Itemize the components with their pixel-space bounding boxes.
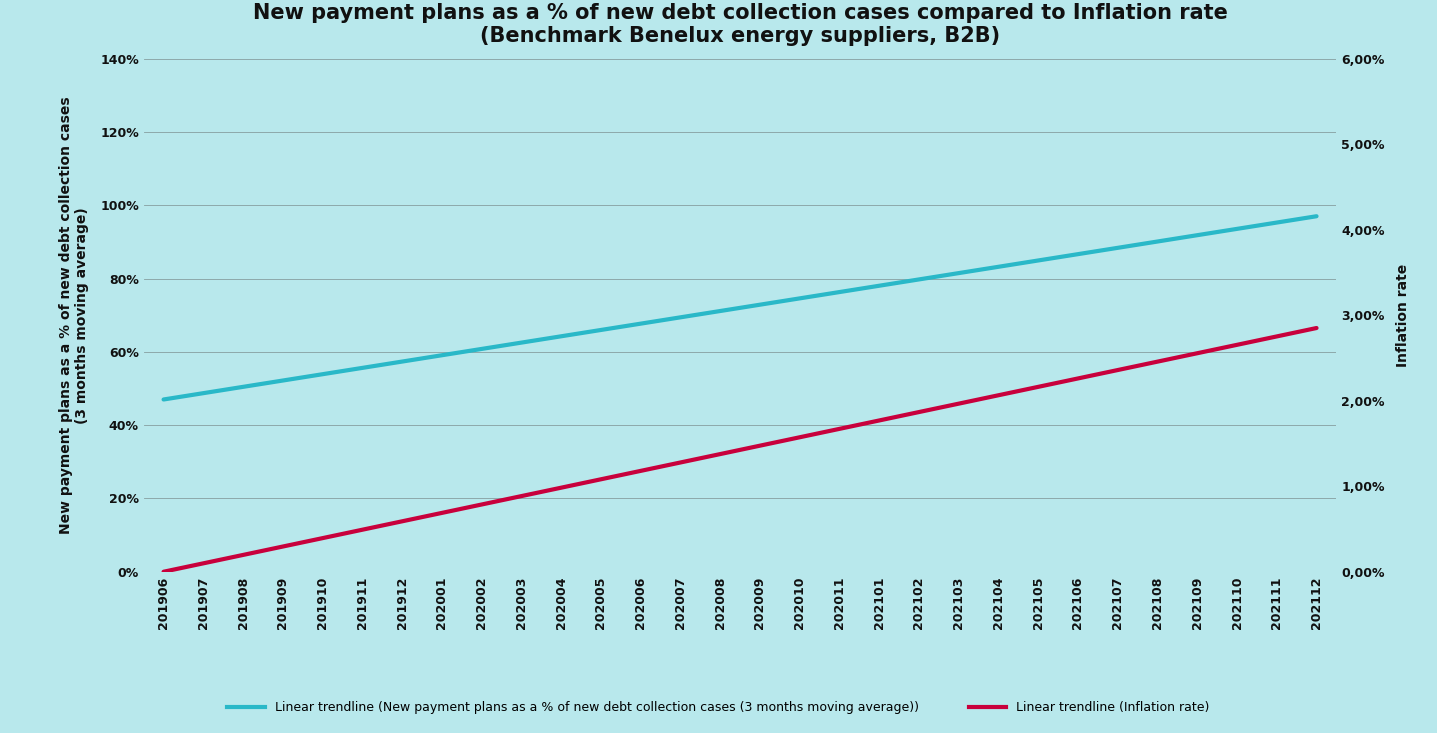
- Linear trendline (Inflation rate): [1150, 357, 1167, 366]
- Linear trendline (New payment plans as a % of new debt collection cases (3 months moving average)): [1069, 250, 1086, 259]
- Linear trendline (New payment plans as a % of new debt collection cases (3 months moving average)): [473, 345, 490, 353]
- Linear trendline (New payment plans as a % of new debt collection cases (3 months moving average)): [155, 395, 172, 404]
- Linear trendline (Inflation rate): [911, 408, 928, 416]
- Linear trendline (New payment plans as a % of new debt collection cases (3 months moving average)): [990, 262, 1007, 271]
- Linear trendline (Inflation rate): [592, 475, 609, 484]
- Linear trendline (Inflation rate): [394, 517, 411, 526]
- Legend: Linear trendline (New payment plans as a % of new debt collection cases (3 month: Linear trendline (New payment plans as a…: [223, 696, 1214, 719]
- Line: Linear trendline (New payment plans as a % of new debt collection cases (3 months moving average)): Linear trendline (New payment plans as a…: [164, 216, 1316, 399]
- Linear trendline (Inflation rate): [950, 399, 967, 408]
- Linear trendline (Inflation rate): [1069, 374, 1086, 383]
- Linear trendline (Inflation rate): [195, 559, 213, 568]
- Linear trendline (Inflation rate): [552, 483, 569, 492]
- Linear trendline (New payment plans as a % of new debt collection cases (3 months moving average)): [195, 388, 213, 397]
- Linear trendline (Inflation rate): [673, 458, 690, 467]
- Linear trendline (New payment plans as a % of new debt collection cases (3 months moving average)): [1150, 237, 1167, 246]
- Linear trendline (Inflation rate): [155, 567, 172, 576]
- Linear trendline (New payment plans as a % of new debt collection cases (3 months moving average)): [513, 338, 530, 347]
- Linear trendline (Inflation rate): [1109, 366, 1127, 375]
- Linear trendline (Inflation rate): [871, 416, 888, 425]
- Linear trendline (New payment plans as a % of new debt collection cases (3 months moving average)): [552, 332, 569, 341]
- Linear trendline (Inflation rate): [473, 500, 490, 509]
- Linear trendline (New payment plans as a % of new debt collection cases (3 months moving average)): [1269, 218, 1286, 227]
- Linear trendline (New payment plans as a % of new debt collection cases (3 months moving average)): [274, 376, 292, 385]
- Linear trendline (Inflation rate): [274, 542, 292, 551]
- Linear trendline (New payment plans as a % of new debt collection cases (3 months moving average)): [592, 325, 609, 334]
- Linear trendline (New payment plans as a % of new debt collection cases (3 months moving average)): [871, 281, 888, 290]
- Linear trendline (New payment plans as a % of new debt collection cases (3 months moving average)): [354, 364, 371, 372]
- Linear trendline (Inflation rate): [1269, 332, 1286, 341]
- Linear trendline (Inflation rate): [632, 466, 650, 475]
- Linear trendline (New payment plans as a % of new debt collection cases (3 months moving average)): [950, 269, 967, 278]
- Linear trendline (New payment plans as a % of new debt collection cases (3 months moving average)): [831, 287, 848, 296]
- Linear trendline (New payment plans as a % of new debt collection cases (3 months moving average)): [632, 320, 650, 328]
- Linear trendline (New payment plans as a % of new debt collection cases (3 months moving average)): [711, 306, 729, 315]
- Linear trendline (New payment plans as a % of new debt collection cases (3 months moving average)): [752, 301, 769, 309]
- Linear trendline (Inflation rate): [234, 550, 251, 559]
- Linear trendline (New payment plans as a % of new debt collection cases (3 months moving average)): [394, 357, 411, 366]
- Linear trendline (Inflation rate): [313, 534, 331, 542]
- Linear trendline (New payment plans as a % of new debt collection cases (3 months moving average)): [1030, 256, 1048, 265]
- Title: New payment plans as a % of new debt collection cases compared to Inflation rate: New payment plans as a % of new debt col…: [253, 3, 1227, 46]
- Linear trendline (Inflation rate): [434, 509, 451, 517]
- Linear trendline (New payment plans as a % of new debt collection cases (3 months moving average)): [313, 370, 331, 379]
- Linear trendline (New payment plans as a % of new debt collection cases (3 months moving average)): [434, 351, 451, 360]
- Linear trendline (Inflation rate): [1229, 340, 1246, 349]
- Linear trendline (Inflation rate): [831, 424, 848, 433]
- Linear trendline (New payment plans as a % of new debt collection cases (3 months moving average)): [234, 383, 251, 391]
- Linear trendline (Inflation rate): [752, 441, 769, 450]
- Linear trendline (New payment plans as a % of new debt collection cases (3 months moving average)): [1308, 212, 1325, 221]
- Linear trendline (Inflation rate): [1030, 383, 1048, 391]
- Linear trendline (Inflation rate): [1188, 349, 1206, 358]
- Linear trendline (Inflation rate): [990, 391, 1007, 399]
- Linear trendline (Inflation rate): [354, 526, 371, 534]
- Linear trendline (New payment plans as a % of new debt collection cases (3 months moving average)): [790, 294, 808, 303]
- Linear trendline (New payment plans as a % of new debt collection cases (3 months moving average)): [673, 313, 690, 322]
- Linear trendline (Inflation rate): [711, 449, 729, 458]
- Linear trendline (New payment plans as a % of new debt collection cases (3 months moving average)): [911, 275, 928, 284]
- Linear trendline (Inflation rate): [513, 492, 530, 501]
- Linear trendline (New payment plans as a % of new debt collection cases (3 months moving average)): [1188, 231, 1206, 240]
- Linear trendline (Inflation rate): [790, 433, 808, 442]
- Linear trendline (New payment plans as a % of new debt collection cases (3 months moving average)): [1109, 243, 1127, 252]
- Linear trendline (New payment plans as a % of new debt collection cases (3 months moving average)): [1229, 224, 1246, 233]
- Line: Linear trendline (Inflation rate): Linear trendline (Inflation rate): [164, 328, 1316, 572]
- Linear trendline (Inflation rate): [1308, 323, 1325, 332]
- Y-axis label: Inflation rate: Inflation rate: [1395, 264, 1410, 366]
- Y-axis label: New payment plans as a % of new debt collection cases
(3 months moving average): New payment plans as a % of new debt col…: [59, 96, 89, 534]
